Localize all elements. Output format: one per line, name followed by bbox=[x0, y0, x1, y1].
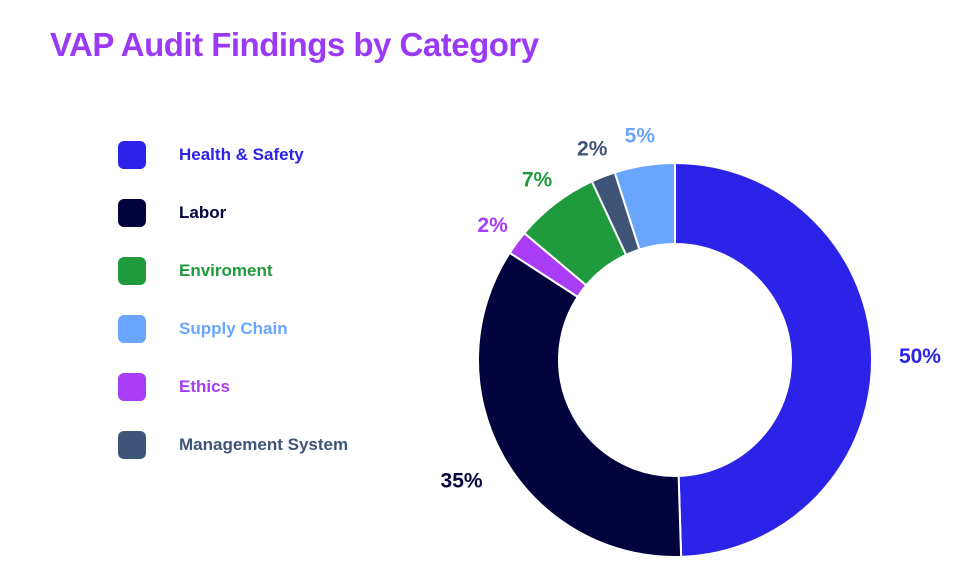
legend-label-management-system: Management System bbox=[179, 435, 349, 454]
legend-swatch-ethics bbox=[118, 373, 146, 401]
legend-swatch-enviroment bbox=[118, 257, 146, 285]
legend-label-enviroment: Enviroment bbox=[179, 261, 273, 280]
legend-label-labor: Labor bbox=[179, 203, 227, 222]
legend-label-health-safety: Health & Safety bbox=[179, 145, 304, 164]
legend-swatch-labor bbox=[118, 199, 146, 227]
legend-label-supply-chain: Supply Chain bbox=[179, 319, 288, 338]
data-label-management-system: 2% bbox=[577, 138, 608, 161]
legend-item-supply-chain: Supply Chain bbox=[118, 300, 348, 358]
legend-item-management-system: Management System bbox=[118, 416, 348, 474]
data-label-ethics: 2% bbox=[477, 214, 508, 237]
data-label-enviroment: 7% bbox=[522, 169, 553, 192]
legend-swatch-management-system bbox=[118, 431, 146, 459]
legend-swatch-health-safety bbox=[118, 141, 146, 169]
slice-supply-chain bbox=[613, 161, 676, 251]
legend: Health & Safety Labor Enviroment Supply … bbox=[118, 126, 348, 474]
data-label-health-safety: 50% bbox=[899, 345, 941, 368]
legend-label-ethics: Ethics bbox=[179, 377, 231, 396]
data-label-supply-chain: 5% bbox=[625, 125, 656, 148]
legend-item-health-safety: Health & Safety bbox=[118, 126, 348, 184]
legend-swatch-supply-chain bbox=[118, 315, 146, 343]
slice-health-safety bbox=[674, 161, 873, 558]
legend-item-enviroment: Enviroment bbox=[118, 242, 348, 300]
legend-item-ethics: Ethics bbox=[118, 358, 348, 416]
legend-item-labor: Labor bbox=[118, 184, 348, 242]
data-label-labor: 35% bbox=[441, 469, 483, 492]
slice-labor bbox=[477, 251, 683, 558]
chart-title: VAP Audit Findings by Category bbox=[50, 26, 539, 63]
